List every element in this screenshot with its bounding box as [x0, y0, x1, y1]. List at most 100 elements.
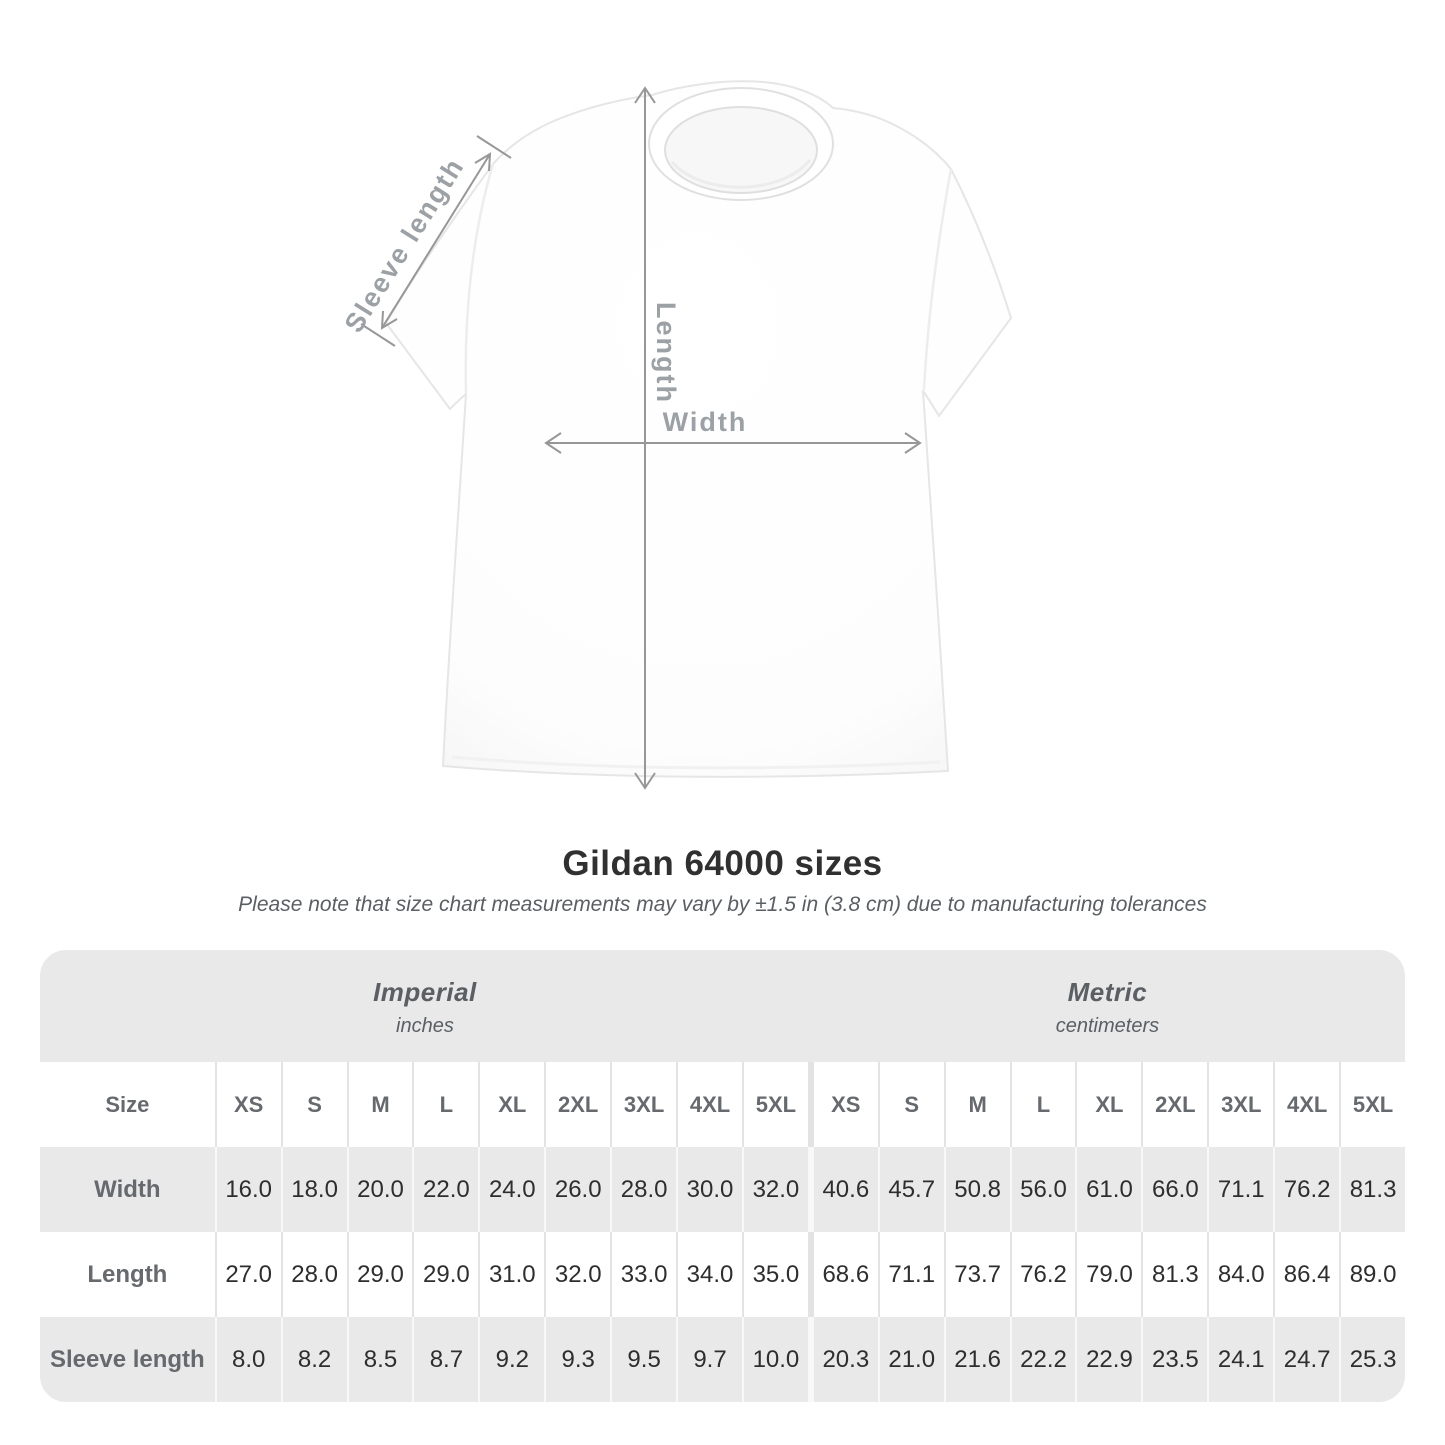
size-column-header: S: [877, 1062, 944, 1147]
metric-title: Metric: [1067, 976, 1148, 1007]
sleeve-value-cell: 8.7: [412, 1317, 478, 1402]
width-value-cell: 32.0: [741, 1147, 808, 1232]
width-value-cell: 56.0: [1009, 1147, 1076, 1232]
length-value-cell: 73.7: [943, 1232, 1010, 1317]
tshirt-measurement-figure: Sleeve length Length Width: [339, 80, 1012, 790]
length-imperial-values: 27.0 28.0 29.0 29.0 31.0 32.0 33.0 34.0 35.0: [214, 1232, 808, 1317]
width-value-cell: 24.0: [478, 1147, 544, 1232]
length-value-cell: 71.1: [877, 1232, 944, 1317]
width-row: Width 16.0 18.0 20.0 22.0 24.0 26.0 28.0 30.0 32…: [40, 1147, 1405, 1232]
width-value-cell: 81.3: [1339, 1147, 1405, 1232]
length-value-cell: 32.0: [544, 1232, 610, 1317]
collar-inner: [664, 106, 818, 194]
sleeve-value-cell: 9.2: [478, 1317, 544, 1402]
width-value-cell: 66.0: [1141, 1147, 1207, 1232]
size-table: Imperial inches Metric centimeters Size …: [40, 950, 1405, 1402]
sleeve-metric-values: 20.3 21.0 21.6 22.2 22.9 23.5 24.1 24.7 25.3: [807, 1317, 1405, 1402]
sleeve-value-cell: 24.1: [1207, 1317, 1273, 1402]
sleeve-value-cell: 20.3: [822, 1345, 870, 1373]
sleeve-value-cell: 8.0: [231, 1345, 266, 1373]
left-armhole-seam: [464, 163, 495, 394]
sleeve-value-cell: 23.5: [1141, 1317, 1207, 1402]
sleeve-length-row-label: Sleeve length: [49, 1345, 205, 1373]
width-value-cell: 71.1: [1207, 1147, 1273, 1232]
length-value-cell: 86.4: [1273, 1232, 1339, 1317]
sleeve-value-cell: 24.7: [1273, 1317, 1339, 1402]
length-label: Length: [651, 302, 681, 404]
size-column-header: 5XL: [741, 1062, 808, 1147]
size-column-header: 4XL: [1273, 1062, 1339, 1147]
width-value-cell: 26.0: [544, 1147, 610, 1232]
size-column-header: 2XL: [544, 1062, 610, 1147]
length-value-cell: 89.0: [1339, 1232, 1405, 1317]
length-value-cell: 27.0: [225, 1260, 273, 1288]
metric-size-headers: XS S M L XL 2XL 3XL 4XL 5XL: [807, 1062, 1405, 1147]
hem-shadow: [451, 755, 941, 770]
size-column-header: XL: [1075, 1062, 1141, 1147]
length-value-cell: 28.0: [280, 1232, 347, 1317]
width-label: Width: [663, 407, 748, 437]
width-value-cell: 61.0: [1075, 1147, 1141, 1232]
sleeve-value-cell: 22.2: [1009, 1317, 1076, 1402]
width-value-cell: 76.2: [1273, 1147, 1339, 1232]
length-value-cell: 33.0: [610, 1232, 676, 1317]
page-title: Gildan 64000 sizes: [562, 844, 883, 883]
imperial-title: Imperial: [373, 976, 477, 1007]
width-value-cell: 18.0: [280, 1147, 347, 1232]
metric-group-header: Metric centimeters: [810, 950, 1405, 1062]
width-value-cell: 30.0: [676, 1147, 742, 1232]
width-value-cell: 45.7: [877, 1147, 944, 1232]
size-header-row: Size XS S M L XL 2XL 3XL 4XL 5XL XS S M L XL 2XL 3XL 4X…: [40, 1062, 1405, 1147]
width-value-cell: 22.0: [412, 1147, 478, 1232]
size-row-label: Size: [105, 1091, 150, 1117]
imperial-size-headers: XS S M L XL 2XL 3XL 4XL 5XL: [214, 1062, 808, 1147]
tolerance-note: Please note that size chart measurements…: [238, 893, 1207, 916]
length-arrow: [634, 86, 656, 790]
sleeve-value-cell: 22.9: [1075, 1317, 1141, 1402]
size-column-header: XS: [831, 1091, 861, 1117]
sleeve-length-arrow: [360, 135, 512, 347]
tshirt-body: [385, 80, 1012, 778]
sleeve-value-cell: 25.3: [1339, 1317, 1405, 1402]
width-imperial-values: 16.0 18.0 20.0 22.0 24.0 26.0 28.0 30.0 32.0: [214, 1147, 808, 1232]
width-value-cell: 16.0: [225, 1175, 273, 1203]
size-column-header: 3XL: [1207, 1062, 1273, 1147]
length-value-cell: 79.0: [1075, 1232, 1141, 1317]
length-value-cell: 29.0: [346, 1232, 413, 1317]
sleeve-length-row: Sleeve length 8.0 8.2 8.5 8.7 9.2 9.3 9.5 9.7 10…: [40, 1317, 1405, 1402]
size-column-header: M: [943, 1062, 1010, 1147]
unit-group-header: Imperial inches Metric centimeters: [40, 950, 1405, 1062]
imperial-unit: inches: [396, 1014, 454, 1037]
sleeve-value-cell: 9.7: [676, 1317, 742, 1402]
sleeve-imperial-values: 8.0 8.2 8.5 8.7 9.2 9.3 9.5 9.7 10.0: [214, 1317, 808, 1402]
size-column-header: XL: [478, 1062, 544, 1147]
width-value-cell: 40.6: [822, 1175, 870, 1203]
length-value-cell: 31.0: [478, 1232, 544, 1317]
length-value-cell: 68.6: [822, 1260, 870, 1288]
width-metric-values: 40.6 45.7 50.8 56.0 61.0 66.0 71.1 76.2 81.3: [807, 1147, 1405, 1232]
sleeve-value-cell: 21.0: [877, 1317, 944, 1402]
length-metric-values: 68.6 71.1 73.7 76.2 79.0 81.3 84.0 86.4 89.0: [807, 1232, 1405, 1317]
length-row-label: Length: [87, 1260, 168, 1288]
length-value-cell: 81.3: [1141, 1232, 1207, 1317]
sleeve-value-cell: 8.5: [346, 1317, 413, 1402]
length-value-cell: 34.0: [676, 1232, 742, 1317]
length-value-cell: 29.0: [412, 1232, 478, 1317]
right-armhole-seam: [922, 168, 953, 391]
sleeve-value-cell: 10.0: [741, 1317, 808, 1402]
sleeve-value-cell: 9.3: [544, 1317, 610, 1402]
sleeve-value-cell: 9.5: [610, 1317, 676, 1402]
width-arrow: [544, 432, 922, 454]
length-row: Length 27.0 28.0 29.0 29.0 31.0 32.0 33.0 34.0 3…: [40, 1232, 1405, 1317]
size-column-header: S: [280, 1062, 347, 1147]
size-column-header: 3XL: [610, 1062, 676, 1147]
sleeve-value-cell: 8.2: [280, 1317, 347, 1402]
size-column-header: 2XL: [1141, 1062, 1207, 1147]
imperial-group-header: Imperial inches: [40, 950, 810, 1062]
size-column-header: L: [412, 1062, 478, 1147]
sleeve-value-cell: 21.6: [943, 1317, 1010, 1402]
size-column-header: 4XL: [676, 1062, 742, 1147]
length-value-cell: 84.0: [1207, 1232, 1273, 1317]
width-row-label: Width: [94, 1175, 161, 1203]
